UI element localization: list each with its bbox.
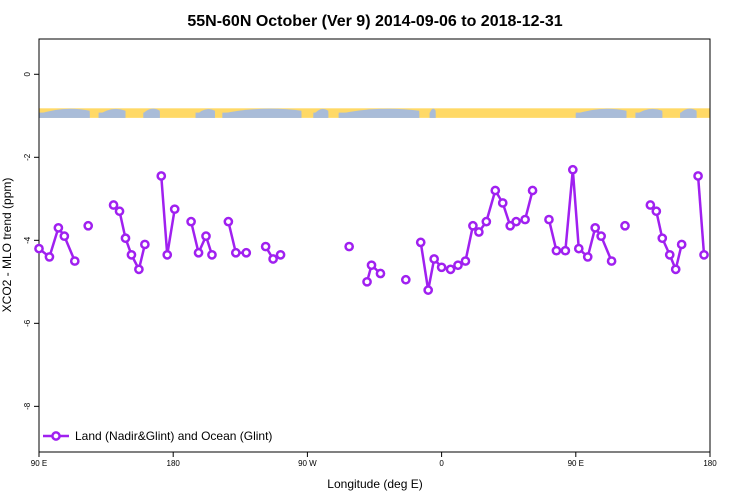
data-point: [453, 260, 463, 271]
data-point: [497, 198, 508, 208]
ocean-region: [143, 112, 160, 118]
data-point: [423, 285, 434, 295]
data-point: [186, 216, 196, 227]
data-point: [362, 276, 372, 287]
x-tick-label: 0: [439, 459, 444, 468]
x-tick-label: 90 E: [31, 459, 47, 468]
y-axis-label: XCO2 - MLO trend (ppm): [0, 178, 14, 313]
y-tick-label: -6: [23, 319, 32, 327]
data-point: [511, 216, 522, 227]
data-point: [126, 249, 137, 260]
data-point: [670, 264, 681, 275]
data-point: [651, 206, 662, 217]
data-point: [59, 231, 70, 242]
data-point: [108, 200, 119, 210]
data-point: [445, 264, 456, 275]
data-point: [201, 231, 211, 242]
data-point: [69, 256, 80, 266]
y-tick-label: -2: [23, 153, 32, 161]
data-point: [620, 220, 630, 231]
data-point: [140, 239, 150, 250]
data-point: [573, 243, 584, 254]
data-point: [596, 231, 606, 242]
data-point: [560, 245, 571, 256]
plot-frame: [38, 38, 711, 453]
data-point: [156, 171, 167, 181]
data-point: [436, 262, 447, 273]
series-line: [419, 189, 534, 292]
data-point: [44, 252, 55, 262]
ocean-region: [39, 112, 90, 118]
legend-marker: [51, 431, 61, 441]
data-point: [645, 200, 656, 210]
data-point: [120, 233, 131, 244]
data-point: [169, 204, 180, 215]
data-point: [275, 249, 286, 260]
ocean-region: [222, 112, 302, 118]
data-point: [193, 247, 204, 258]
data-point: [664, 249, 675, 260]
data-point: [490, 185, 501, 196]
x-tick-label: 180: [703, 459, 717, 468]
x-tick-label: 180: [167, 459, 181, 468]
data-point: [207, 249, 217, 260]
plot-area: 90 E 180 90 W 0 90 E 180 0 -2 -4 -6 -8 Land (Nadir&…: [23, 38, 717, 468]
data-point: [268, 254, 278, 264]
data-point: [527, 185, 538, 196]
data-point: [223, 216, 234, 227]
ocean-region: [338, 112, 420, 118]
chart-title: 55N-60N October (Ver 9) 2014-09-06 to 20…: [187, 13, 562, 30]
data-point: [400, 274, 411, 285]
series-line: [189, 221, 214, 256]
y-tick-label: 0: [23, 72, 32, 77]
ocean-region: [313, 112, 329, 118]
ocean-region: [635, 112, 663, 118]
data-point: [699, 249, 709, 260]
series-line: [160, 175, 176, 257]
legend-label: Land (Nadir&Glint) and Ocean (Glint): [75, 429, 272, 443]
data-point: [114, 206, 125, 217]
data-point: [415, 237, 426, 248]
data-point: [481, 216, 492, 227]
data-point: [366, 260, 377, 271]
series-line: [696, 175, 706, 255]
data-point: [162, 249, 173, 260]
data-point: [34, 243, 44, 254]
data-point: [520, 214, 530, 225]
data-point: [606, 256, 617, 266]
data-point: [53, 223, 64, 233]
data-point: [544, 214, 554, 225]
data-point: [83, 220, 94, 231]
data-point: [344, 241, 355, 252]
y-tick-label: -8: [23, 402, 32, 410]
series-line: [227, 221, 247, 255]
series-line: [38, 226, 76, 262]
data-point: [474, 227, 484, 237]
data-point: [582, 252, 593, 262]
ocean-region: [575, 112, 627, 118]
data-point: [429, 254, 439, 264]
data-point: [241, 247, 252, 258]
data-point: [676, 239, 687, 250]
ocean-region: [680, 112, 697, 118]
ocean-region: [98, 112, 126, 118]
x-tick-label: 90 W: [298, 459, 317, 468]
data-point: [134, 264, 144, 275]
x-axis-label: Longitude (deg E): [327, 477, 422, 491]
x-tick-label: 90 E: [568, 459, 584, 468]
data-point: [551, 245, 562, 256]
data-point: [375, 268, 386, 279]
ocean-region: [195, 112, 215, 118]
ocean-region: [429, 112, 436, 118]
data-point: [693, 171, 703, 181]
data-point: [567, 164, 578, 175]
data-point: [657, 233, 668, 244]
y-tick-label: -4: [23, 236, 32, 244]
data-point: [590, 223, 601, 233]
data-point: [468, 220, 478, 231]
data-point: [260, 241, 271, 252]
data-point: [460, 256, 471, 266]
data-point: [230, 247, 241, 258]
